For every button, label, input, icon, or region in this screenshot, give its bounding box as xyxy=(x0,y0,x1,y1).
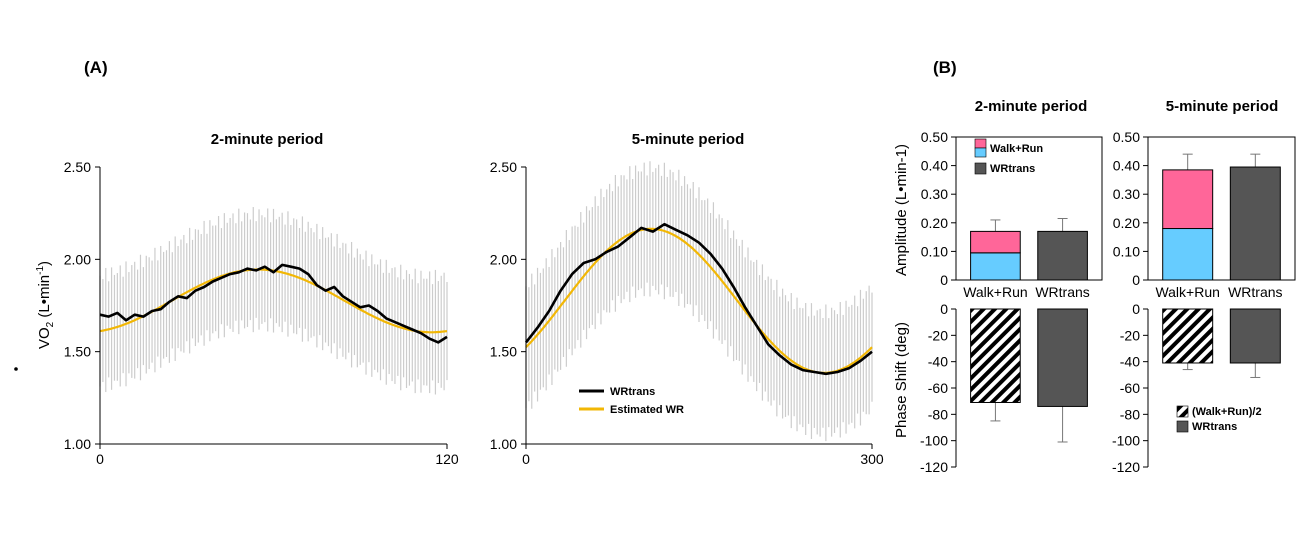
a1-lines xyxy=(99,263,448,344)
wrtrans-amplitude-bar xyxy=(1229,166,1281,281)
phase-y-tick-label: -20 xyxy=(1120,327,1140,343)
legend-wrtrans-b2-label: WRtrans xyxy=(1192,421,1237,433)
phase-y-tick-label: -60 xyxy=(928,380,948,396)
run-bar xyxy=(970,230,1021,254)
category-label: WRtrans xyxy=(1228,284,1282,300)
b-amplitude-axis-label: Amplitude (L•min-1) xyxy=(893,144,910,276)
run-bar xyxy=(1162,169,1214,230)
legend-wrtrans-label: WRtrans xyxy=(610,386,655,398)
half-phase-bar xyxy=(1162,308,1214,364)
legend-walk-swatch xyxy=(974,147,987,158)
b1-plot: 0 0.10 0.20 0.30 0.40 0.50 Walk+Run WRtrans 0 -20… xyxy=(920,129,1103,475)
chart-a2-5min: 5-minute period 1.00 1.50 2.00 2.50 0 300 WRt… xyxy=(490,131,884,467)
amplitude-frame xyxy=(955,136,1103,281)
a2-legend: WRtrans Estimated WR xyxy=(579,386,684,416)
amp-y-tick-label: 0.10 xyxy=(921,243,948,259)
y-tick-label: 1.00 xyxy=(64,436,91,452)
wrtrans-line xyxy=(524,222,873,376)
vo2-axis-label: VO2 (L•min-1) xyxy=(14,261,56,371)
a2-sd-band xyxy=(525,161,873,442)
b-phase-axis-label: Phase Shift (deg) xyxy=(893,322,910,438)
wrtrans-line xyxy=(99,263,448,344)
chart-b2-5min: 5-minute period 0 0.10 0.20 0.30 0.40 0.50 Wal… xyxy=(1112,98,1296,475)
x-tick-label: 300 xyxy=(860,451,884,467)
amp-y-tick-label: 0.20 xyxy=(921,215,948,231)
legend-run-swatch xyxy=(974,138,987,149)
amp-y-tick-label: 0 xyxy=(940,272,948,288)
phase-y-tick-label: -20 xyxy=(928,327,948,343)
amp-y-tick-label: 0 xyxy=(1132,272,1140,288)
phase-y-tick-label: -60 xyxy=(1120,380,1140,396)
x-tick-label: 120 xyxy=(435,451,459,467)
category-label: WRtrans xyxy=(1035,284,1089,300)
a1-axes: 1.00 1.50 2.00 2.50 0 120 xyxy=(64,159,459,467)
chart-b2-title: 5-minute period xyxy=(1166,98,1279,115)
y-tick-label: 1.00 xyxy=(490,436,517,452)
amp-y-tick-label: 0.30 xyxy=(1113,186,1140,202)
legend-wrtrans-bar-swatch xyxy=(974,162,987,175)
phase-y-tick-label: -40 xyxy=(1120,354,1140,370)
panel-label-b: (B) xyxy=(933,58,957,77)
legend-half-swatch xyxy=(1176,405,1189,418)
amp-y-tick-label: 0.50 xyxy=(1113,129,1140,145)
phase-y-tick-label: -80 xyxy=(928,406,948,422)
phase-y-tick-label: -100 xyxy=(1112,433,1140,449)
amp-y-tick-label: 0.40 xyxy=(921,158,948,174)
amp-y-tick-label: 0.20 xyxy=(1113,215,1140,231)
y-tick-label: 1.50 xyxy=(490,344,517,360)
wrtrans-phase-bar xyxy=(1037,308,1088,407)
chart-a1-2min: 2-minute period 1.00 1.50 2.00 2.50 0 120 xyxy=(64,131,459,467)
chart-a1-title: 2-minute period xyxy=(211,131,324,148)
chart-a2-title: 5-minute period xyxy=(632,131,745,148)
legend-wrtrans-b2-swatch xyxy=(1176,420,1189,433)
phase-y-tick-label: 0 xyxy=(1132,301,1140,317)
amp-y-tick-label: 0.50 xyxy=(921,129,948,145)
y-tick-label: 2.50 xyxy=(490,159,517,175)
legend-estimated-label: Estimated WR xyxy=(610,404,684,416)
walk-bar xyxy=(970,252,1021,281)
a2-lines xyxy=(524,222,873,376)
chart-b1-title: 2-minute period xyxy=(975,98,1088,115)
vo2-dot-icon xyxy=(14,367,18,371)
phase-y-tick-label: -120 xyxy=(1112,459,1140,475)
legend-half-label: (Walk+Run)/2 xyxy=(1192,406,1262,418)
chart-b1-2min: 2-minute period Amplitude (L•min-1) Phas… xyxy=(893,98,1103,475)
wrtrans-amplitude-bar xyxy=(1037,230,1088,281)
x-tick-label: 0 xyxy=(522,451,530,467)
y-tick-label: 2.00 xyxy=(64,251,91,267)
amp-y-tick-label: 0.40 xyxy=(1113,158,1140,174)
wrtrans-phase-bar xyxy=(1229,308,1281,364)
x-tick-label: 0 xyxy=(96,451,104,467)
phase-y-tick-label: -80 xyxy=(1120,406,1140,422)
category-label: Walk+Run xyxy=(963,284,1027,300)
b2-legend: (Walk+Run)/2 WRtrans xyxy=(1176,405,1262,433)
panel-label-a: (A) xyxy=(84,58,108,77)
amp-y-tick-label: 0.10 xyxy=(1113,243,1140,259)
y-tick-label: 2.50 xyxy=(64,159,91,175)
b1-legend: Walk+Run WRtrans xyxy=(974,138,1043,175)
a1-sd-band xyxy=(99,207,448,395)
phase-y-tick-label: -40 xyxy=(928,354,948,370)
amplitude-frame xyxy=(1147,136,1296,281)
half-phase-bar xyxy=(970,308,1021,403)
amp-y-tick-label: 0.30 xyxy=(921,186,948,202)
a2-axes: 1.00 1.50 2.00 2.50 0 300 xyxy=(490,159,884,467)
b2-plot: 0 0.10 0.20 0.30 0.40 0.50 Walk+Run WRtrans 0 -20… xyxy=(1112,129,1296,475)
category-label: Walk+Run xyxy=(1155,284,1219,300)
phase-y-tick-label: 0 xyxy=(940,301,948,317)
phase-y-tick-label: -100 xyxy=(920,433,948,449)
y-tick-label: 1.50 xyxy=(64,344,91,360)
legend-wrtrans-bar-label: WRtrans xyxy=(990,163,1035,175)
walk-bar xyxy=(1162,228,1214,281)
y-tick-label: 2.00 xyxy=(490,251,517,267)
phase-y-tick-label: -120 xyxy=(920,459,948,475)
vo2-axis-label-text: VO2 (L•min-1) xyxy=(35,261,56,349)
legend-walkrun-label: Walk+Run xyxy=(990,143,1043,155)
